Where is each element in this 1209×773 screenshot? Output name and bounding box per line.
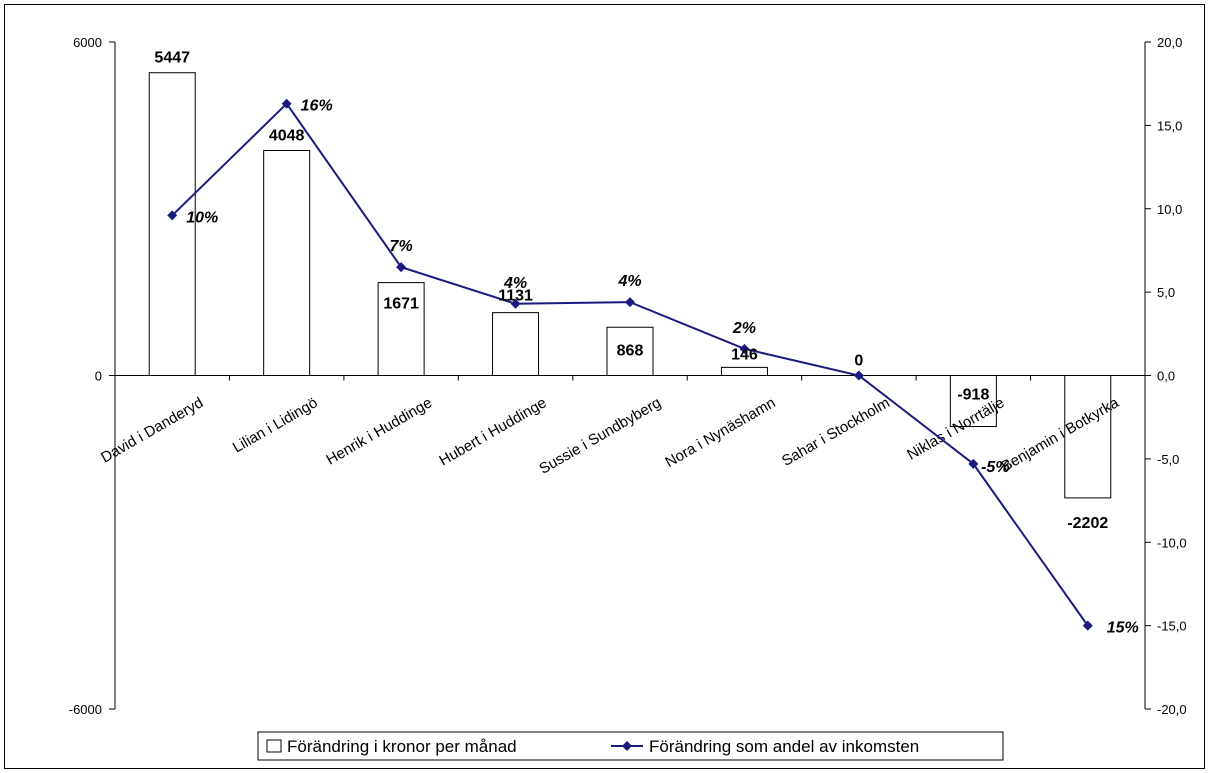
percent-value-label: -5% (981, 459, 1009, 476)
bar-value-label: 146 (731, 346, 758, 363)
legend-bar-label: Förändring i kronor per månad (287, 737, 517, 756)
category-label: Sussie i Sundbyberg (536, 394, 664, 478)
line-marker (625, 297, 635, 308)
line-marker (167, 210, 178, 221)
category-label: Lilian i Lidingö (230, 394, 321, 456)
line-marker (510, 298, 521, 309)
left-axis-tick-label: 6000 (73, 35, 102, 50)
data-labels: 5447 4048 1671 1131 868 146 0 -918 -2202 10% 16% 7%… (154, 50, 1138, 637)
bar (720, 366, 768, 376)
line-marker (396, 262, 407, 273)
bar (606, 326, 654, 376)
bar (148, 72, 196, 377)
line-marker (739, 343, 750, 354)
bar-value-label: -918 (957, 387, 989, 404)
percent-value-label: 4% (617, 273, 641, 290)
legend: Förändring i kronor per månad Förändring … (257, 731, 1004, 761)
right-axis-tick-label: -15,0 (1157, 619, 1187, 634)
chart-frame (4, 4, 1205, 769)
category-label: Hubert i Huddinge (436, 394, 549, 469)
percent-value-label: 10% (186, 209, 218, 226)
category-label: David i Danderyd (98, 394, 206, 466)
line-marker (1082, 620, 1093, 631)
line-series (167, 98, 1093, 631)
percent-value-label: 4% (503, 275, 527, 292)
bars (148, 72, 1112, 499)
right-axis-tick-label: 5,0 (1157, 285, 1175, 300)
left-axis-tick-label: -6000 (69, 702, 102, 717)
bar-value-label: 868 (617, 342, 644, 359)
left-axis-tick-label: 0 (95, 369, 102, 384)
category-label: Sahar i Stockholm (779, 394, 893, 470)
category-label: Nora i Nynäshamn (662, 394, 778, 471)
legend-line-label: Förändring som andel av inkomsten (649, 737, 919, 756)
right-axis-tick-label: -20,0 (1157, 702, 1187, 717)
right-axis-tick-label: -5,0 (1157, 452, 1179, 467)
bar (492, 312, 540, 377)
line-marker (281, 98, 292, 109)
bar-value-label: 1131 (498, 288, 533, 305)
line-marker (853, 370, 864, 381)
bar (1064, 375, 1112, 499)
axes: 6000 0 -6000 20,0 15,0 10,0 5,0 0,0 -5,0 -10,0 -15… (69, 35, 1187, 717)
right-axis-tick-label: 20,0 (1157, 35, 1182, 50)
percent-value-label: 2% (732, 320, 756, 337)
line-marker (968, 458, 979, 469)
percent-value-label: 7% (390, 238, 413, 255)
right-axis-tick-label: 0,0 (1157, 369, 1175, 384)
right-axis-tick-label: -10,0 (1157, 535, 1187, 550)
bar (949, 375, 997, 428)
bar-value-label: 5447 (154, 50, 190, 67)
bar-value-label: 0 (854, 353, 863, 370)
bar (263, 149, 311, 376)
bar-value-label: 1671 (383, 296, 419, 313)
bar-value-label: -2202 (1067, 515, 1108, 532)
bar-value-label: 4048 (269, 127, 305, 144)
legend-line-marker (622, 741, 632, 751)
right-axis-tick-label: 15,0 (1157, 118, 1182, 133)
percent-value-label: 16% (301, 98, 333, 115)
right-axis-tick-label: 10,0 (1157, 202, 1182, 217)
bar (377, 282, 425, 376)
percent-value-label: 15% (1107, 620, 1139, 637)
legend-bar-swatch (266, 739, 282, 753)
category-label: Henrik i Huddinge (323, 394, 435, 468)
